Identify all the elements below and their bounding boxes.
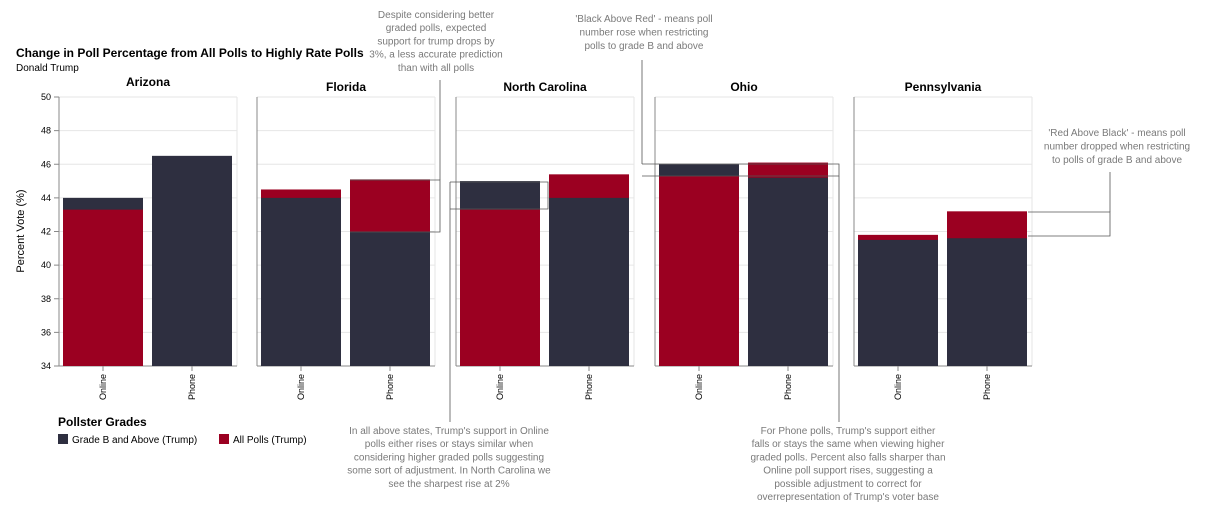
annotation-connector	[450, 181, 549, 210]
annotation-line: In all above states, Trump's support in …	[349, 426, 549, 437]
y-tick-label: 46	[41, 159, 51, 169]
y-tick-label: 40	[41, 260, 51, 270]
x-tick-label: Phone	[385, 374, 395, 400]
bar-all-polls	[659, 176, 739, 366]
y-tick-label: 48	[41, 126, 51, 136]
y-tick-label: 44	[41, 193, 51, 203]
bar-all-polls	[63, 209, 143, 366]
bar-grade-b	[350, 231, 430, 366]
x-tick-label: Online	[495, 374, 505, 400]
annotation-line: For Phone polls, Trump's support either	[761, 426, 936, 437]
y-tick-label: 50	[41, 92, 51, 102]
annotation-line: 'Black Above Red' - means poll	[575, 14, 712, 25]
bar-grade-b	[261, 197, 341, 366]
facet-florida: Florida Online Phone	[256, 80, 436, 400]
facet-arizona: Arizona 34 36 38 40 42 44 46 48 50 Online Phone	[41, 75, 238, 400]
facet-title: Ohio	[730, 80, 757, 94]
y-tick-label: 36	[41, 327, 51, 337]
y-tick-label: 38	[41, 294, 51, 304]
y-tick-label: 34	[41, 361, 51, 371]
annotation-line: to polls of grade B and above	[1052, 155, 1183, 166]
annotation-line: than with all polls	[398, 63, 474, 74]
facet-north-carolina: North Carolina Online Phone	[455, 80, 635, 400]
chart-title: Change in Poll Percentage from All Polls…	[16, 46, 364, 60]
annotation-connector	[642, 163, 840, 177]
annotation-line: 'Red Above Black' - means poll	[1048, 128, 1185, 139]
legend-entry: All Polls (Trump)	[233, 435, 307, 446]
annotation-line: overrepresentation of Trump's voter base	[757, 492, 939, 503]
x-tick-label: Phone	[187, 374, 197, 400]
annotation-line: number dropped when restricting	[1044, 142, 1190, 153]
bar-grade-b	[858, 239, 938, 366]
x-tick-label: Phone	[783, 374, 793, 400]
bar-grade-b	[748, 177, 828, 366]
annotation-line: some sort of adjustment. In North Caroli…	[347, 466, 551, 477]
facet-title: Florida	[326, 80, 366, 94]
x-tick-label: Online	[98, 374, 108, 400]
legend-entry: Grade B and Above (Trump)	[72, 435, 197, 446]
annotation-line: number rose when restricting	[580, 28, 709, 39]
annotation-line: Online poll support rises, suggesting a	[763, 466, 933, 477]
bar-grade-b	[947, 238, 1027, 366]
annotation-florida: Despite considering better graded polls, …	[369, 10, 502, 74]
annotation-line: Despite considering better	[378, 10, 495, 21]
annotation-line: graded polls, expected	[386, 23, 487, 34]
facet-ohio: Ohio Online Phone	[654, 80, 834, 400]
annotation-line: support for trump drops by	[377, 36, 494, 47]
annotation-phone: For Phone polls, Trump's support either f…	[750, 426, 945, 503]
legend-swatch	[219, 434, 229, 444]
bar-all-polls	[460, 209, 540, 366]
annotation-black-above-red: 'Black Above Red' - means poll number ros…	[575, 14, 712, 52]
annotations: Despite considering better graded polls, …	[347, 10, 1190, 503]
facet-pennsylvania: Pennsylvania Online Phone	[853, 80, 1033, 400]
facet-title: Arizona	[126, 75, 170, 89]
annotation-line: possible adjustment to correct for	[774, 479, 922, 490]
annotation-line: considering higher graded polls suggesti…	[354, 452, 544, 463]
annotation-line: see the sharpest rise at 2%	[388, 479, 509, 490]
annotation-line: falls or stays the same when viewing hig…	[752, 439, 946, 450]
annotation-line: graded polls. Percent also falls sharper…	[750, 452, 945, 463]
y-axis-label: Percent Vote (%)	[15, 189, 27, 272]
bar-grade-b	[152, 155, 232, 366]
legend-title: Pollster Grades	[58, 415, 147, 429]
x-tick-label: Phone	[584, 374, 594, 400]
y-tick-label: 42	[41, 227, 51, 237]
x-tick-label: Phone	[982, 374, 992, 400]
annotation-connector	[1028, 211, 1111, 237]
annotation-line: polls to grade B and above	[585, 41, 704, 52]
legend-swatch	[58, 434, 68, 444]
facet-title: North Carolina	[503, 80, 587, 94]
annotation-line: 3%, a less accurate prediction	[369, 50, 502, 61]
chart-subtitle: Donald Trump	[16, 63, 79, 74]
x-tick-label: Online	[694, 374, 704, 400]
annotation-line: polls either rises or stays similar when	[365, 439, 533, 450]
bar-grade-b	[549, 197, 629, 366]
x-tick-label: Online	[296, 374, 306, 400]
facet-title: Pennsylvania	[905, 80, 982, 94]
annotation-red-above-black: 'Red Above Black' - means poll number dro…	[1044, 128, 1190, 166]
legend: Pollster Grades Grade B and Above (Trump)…	[58, 415, 307, 446]
x-tick-label: Online	[893, 374, 903, 400]
annotation-connector	[350, 179, 441, 233]
annotation-online: In all above states, Trump's support in …	[347, 426, 551, 490]
